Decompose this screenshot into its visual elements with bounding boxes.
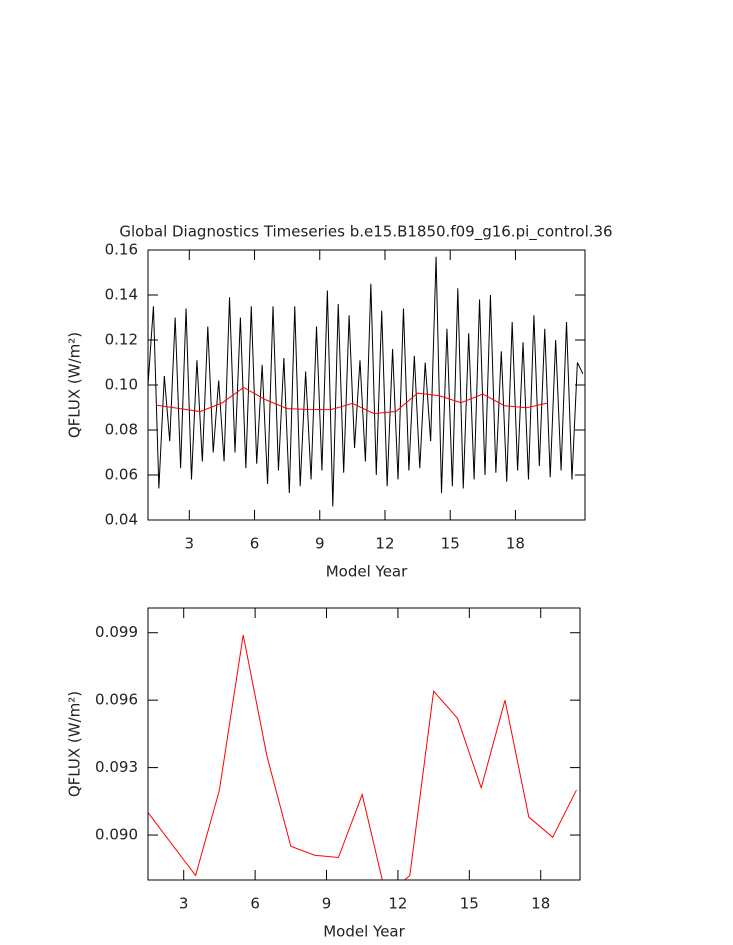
y-tick-label: 0.14 — [105, 286, 138, 304]
y-tick-label: 0.096 — [95, 691, 138, 709]
y-tick-label: 0.090 — [95, 826, 138, 844]
x-tick-label: 18 — [531, 895, 550, 913]
plot-frame — [147, 249, 586, 521]
plot-frame — [147, 607, 581, 881]
y-tick-label: 0.16 — [105, 241, 138, 259]
x-tick-label: 15 — [460, 895, 479, 913]
x-tick-label: 3 — [179, 895, 189, 913]
data-line — [156, 386, 549, 415]
x-tick-label: 9 — [322, 895, 332, 913]
y-tick-label: 0.08 — [105, 421, 138, 439]
x-tick-label: 12 — [375, 535, 394, 553]
y-tick-label: 0.06 — [105, 466, 138, 484]
x-tick-label: 3 — [185, 535, 195, 553]
y-tick-label: 0.12 — [105, 331, 138, 349]
y-tick-label: 0.10 — [105, 376, 138, 394]
chart-title: Global Diagnostics Timeseries b.e15.B185… — [119, 223, 612, 242]
x-tick-label: 12 — [388, 895, 407, 913]
y-tick-label: 0.099 — [95, 623, 138, 641]
y-tick-label: 0.093 — [95, 758, 138, 776]
x-tick-label: 9 — [315, 535, 325, 553]
y-tick-label: 0.04 — [105, 511, 138, 529]
y-axis-label: QFLUX (W/m²) — [66, 332, 84, 438]
x-axis-label: Model Year — [326, 563, 408, 581]
x-tick-label: 6 — [250, 895, 260, 913]
y-axis-label: QFLUX (W/m²) — [66, 691, 84, 797]
x-tick-label: 15 — [441, 535, 460, 553]
data-line — [148, 634, 577, 880]
data-line — [148, 256, 584, 507]
x-axis-label: Model Year — [323, 923, 405, 941]
x-tick-label: 18 — [506, 535, 525, 553]
x-tick-label: 6 — [250, 535, 260, 553]
